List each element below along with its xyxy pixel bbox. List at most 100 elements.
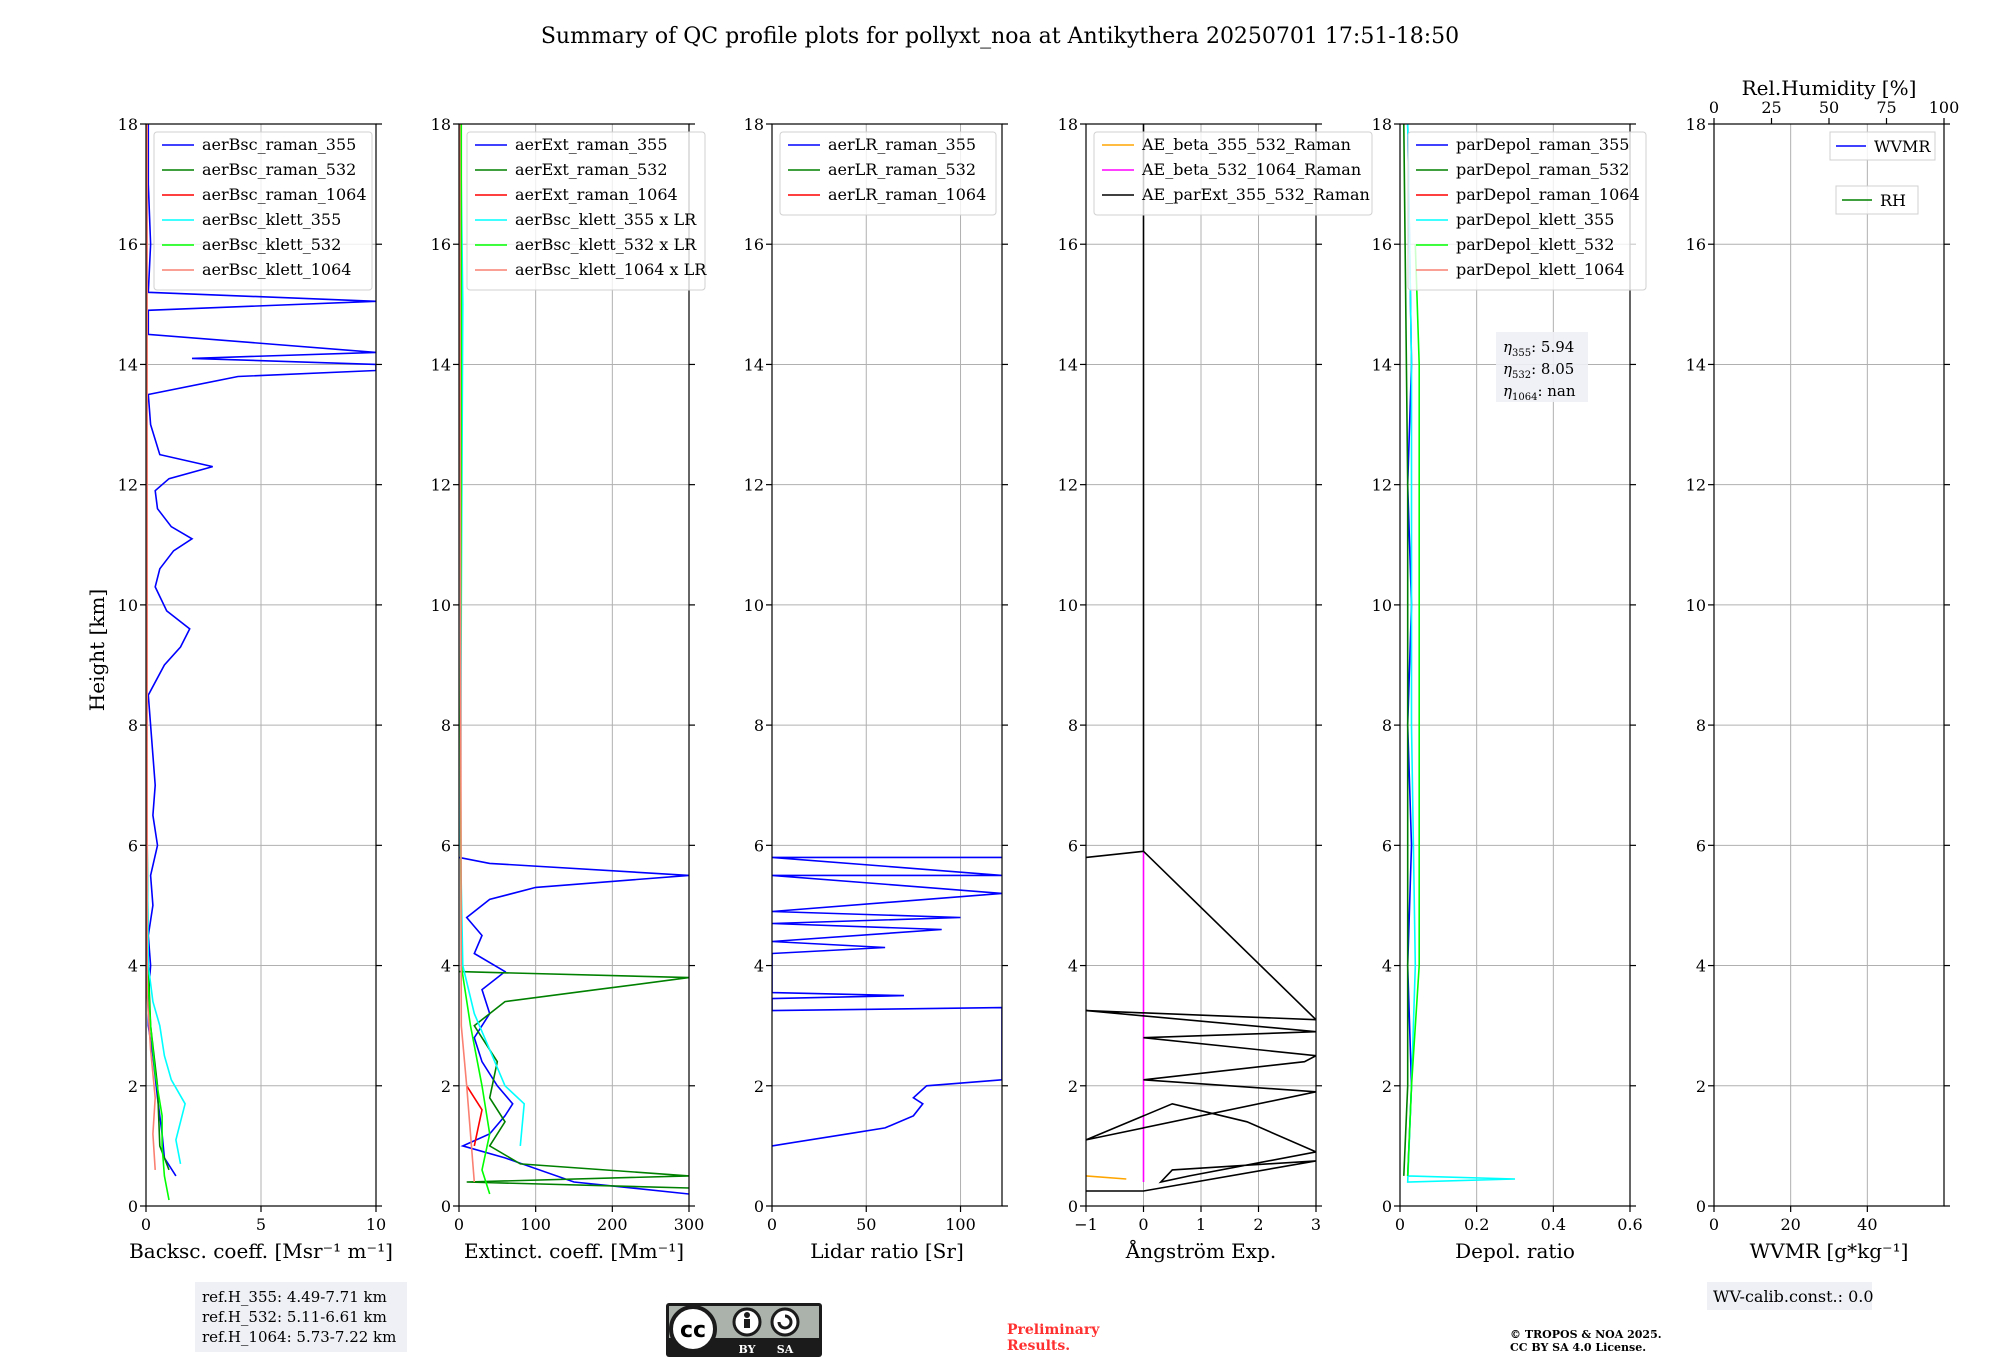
legend-label-AE_parExt_355_532_Raman: AE_parExt_355_532_Raman [1141, 185, 1370, 204]
legend-label-WVMR: WVMR [1874, 137, 1931, 156]
y-tick-label-9: 18 [1686, 115, 1706, 134]
y-tick-label-4: 8 [1382, 716, 1392, 735]
series-line-AE_parExt_355_532_Raman [1086, 124, 1316, 1192]
y-tick-label-8: 16 [1058, 235, 1078, 254]
y-tick-label-8: 16 [744, 235, 764, 254]
y-tick-label-2: 4 [441, 957, 451, 976]
x2-tick-label-0: 0 [1709, 98, 1719, 117]
legend-label-RH: RH [1880, 191, 1906, 210]
y-tick-label-6: 12 [1686, 476, 1706, 495]
x-tick-label-0: 0 [767, 1215, 777, 1234]
y-tick-label-9: 18 [431, 115, 451, 134]
series-line-aerExt_raman_1064 [466, 1085, 483, 1147]
legend-label-parDepol_raman_355: parDepol_raman_355 [1456, 135, 1629, 154]
x-tick-label-0: 0 [141, 1215, 151, 1234]
legend: AE_beta_355_532_Raman AE_beta_532_1064_Ra… [1093, 131, 1373, 216]
x-tick-label-3: 300 [674, 1215, 705, 1234]
y-tick-label-7: 14 [1058, 355, 1078, 374]
legend-label-aerBsc_klett_355: aerBsc_klett_355 [202, 210, 341, 229]
x-tick-label-1: 5 [256, 1215, 266, 1234]
legend-label-parDepol_klett_532: parDepol_klett_532 [1456, 235, 1614, 254]
y-tick-label-4: 8 [128, 716, 138, 735]
legend-label-aerBsc_raman_1064: aerBsc_raman_1064 [202, 185, 367, 204]
legend-label-aerBsc_raman_532: aerBsc_raman_532 [202, 160, 356, 179]
y-tick-label-8: 16 [1372, 235, 1392, 254]
y-tick-label-1: 2 [441, 1077, 451, 1096]
legend-label-aerExt_raman_1064: aerExt_raman_1064 [515, 185, 678, 204]
series-line-aerBsc_klett_1064 [146, 124, 157, 1170]
cc-sa-text: SA [777, 1343, 794, 1356]
series-line-aerExt_raman_355 [459, 856, 689, 1195]
axes-frame [458, 123, 690, 1207]
legend-label-aerBsc_raman_355: aerBsc_raman_355 [202, 135, 356, 154]
eta-label-1064: η1064: nan [1503, 382, 1576, 403]
legend-label-aerExt_raman_532: aerExt_raman_532 [515, 160, 668, 179]
y-tick-label-3: 6 [441, 836, 451, 855]
legend-label-AE_beta_532_1064_Raman: AE_beta_532_1064_Raman [1141, 160, 1361, 179]
legend-label-aerLR_raman_355: aerLR_raman_355 [828, 135, 976, 154]
cc-by-text: BY [739, 1343, 756, 1356]
legend-box [1407, 131, 1647, 291]
legend-box [153, 131, 373, 291]
y-tick-label-4: 8 [1068, 716, 1078, 735]
y-tick-label-5: 10 [118, 596, 138, 615]
y-tick-label-8: 16 [118, 235, 138, 254]
series-line-parDepol_klett_532 [1406, 244, 1420, 1176]
figure-title: Summary of QC profile plots for pollyxt_… [541, 24, 1459, 49]
y-tick-label-4: 8 [441, 716, 451, 735]
y-tick-label-1: 2 [1696, 1077, 1706, 1096]
axes-frame [1399, 123, 1631, 1207]
y-tick-label-0: 0 [1382, 1197, 1392, 1216]
legend-label-aerLR_raman_532: aerLR_raman_532 [828, 160, 976, 179]
x-tick-label-2: 1 [1196, 1215, 1206, 1234]
x-tick-label-2: 0.4 [1541, 1215, 1566, 1234]
y-tick-label-1: 2 [128, 1077, 138, 1096]
y-tick-label-2: 4 [128, 957, 138, 976]
x-tick-label-1: 0.2 [1464, 1215, 1489, 1234]
y-tick-label-6: 12 [118, 476, 138, 495]
results-label: Results. [1007, 1338, 1070, 1354]
legend-label-aerBsc_klett_532: aerBsc_klett_532 [202, 235, 341, 254]
y-tick-label-7: 14 [431, 355, 451, 374]
legend-label-parDepol_klett_355: parDepol_klett_355 [1456, 210, 1614, 229]
y-tick-label-3: 6 [754, 836, 764, 855]
y-tick-label-4: 8 [1696, 716, 1706, 735]
y-tick-label-7: 14 [1686, 355, 1706, 374]
y-tick-label-3: 6 [128, 836, 138, 855]
y-tick-label-5: 10 [744, 596, 764, 615]
series-line-parDepol_klett_355 [1406, 124, 1516, 1183]
legend-box [466, 131, 706, 291]
y-tick-label-6: 12 [1372, 476, 1392, 495]
eta-label-355: η355: 5.94 [1503, 338, 1574, 359]
x-tick-label-2: 100 [945, 1215, 976, 1234]
x-tick-label-1: 20 [1780, 1215, 1800, 1234]
legend-label-parDepol_raman_532: parDepol_raman_532 [1456, 160, 1629, 179]
y-tick-label-0: 0 [128, 1197, 138, 1216]
series-line-aerExt_raman_532 [459, 970, 689, 1189]
legend-label-aerBsc_klett_1064: aerBsc_klett_1064 [202, 260, 351, 279]
x2-tick-label-3: 75 [1876, 98, 1896, 117]
refh-355-label: ref.H_355: 4.49-7.71 km [202, 1288, 387, 1306]
panel-1: 0 5 10 0 2 4 6 8 10 12 14 16 18 Backsc. coeff. [Msr⁻¹… [118, 115, 393, 1263]
y-tick-label-5: 10 [1058, 596, 1078, 615]
y-tick-label-6: 12 [744, 476, 764, 495]
x-tick-label-0: 0 [454, 1215, 464, 1234]
y-axis-label: Height [km] [85, 589, 109, 711]
x-tick-label-0: 0 [1395, 1215, 1405, 1234]
legend: aerExt_raman_355 aerExt_raman_532 aerExt_r… [466, 131, 707, 291]
refh-532-label: ref.H_532: 5.11-6.61 km [202, 1308, 387, 1326]
legend: parDepol_raman_355 parDepol_raman_532 parD… [1407, 131, 1647, 291]
refh-1064-label: ref.H_1064: 5.73-7.22 km [202, 1328, 396, 1346]
x-axis-label: WVMR [g*kg⁻¹] [1750, 1239, 1909, 1263]
cc-by-sa-badge: cc BY SA [666, 1303, 822, 1357]
y-tick-label-7: 14 [1372, 355, 1392, 374]
y-tick-label-2: 4 [754, 957, 764, 976]
axes-frame [1713, 123, 1945, 1207]
y-tick-label-0: 0 [441, 1197, 451, 1216]
panel-5: 0 0.2 0.4 0.6 0 2 4 6 8 10 12 14 16 18 Depol. ratio par… [1372, 115, 1647, 1263]
x2-tick-label-1: 25 [1761, 98, 1781, 117]
preliminary-label: Preliminary [1007, 1322, 1100, 1338]
copyright-line-1: © TROPOS & NOA 2025. [1510, 1328, 1662, 1341]
